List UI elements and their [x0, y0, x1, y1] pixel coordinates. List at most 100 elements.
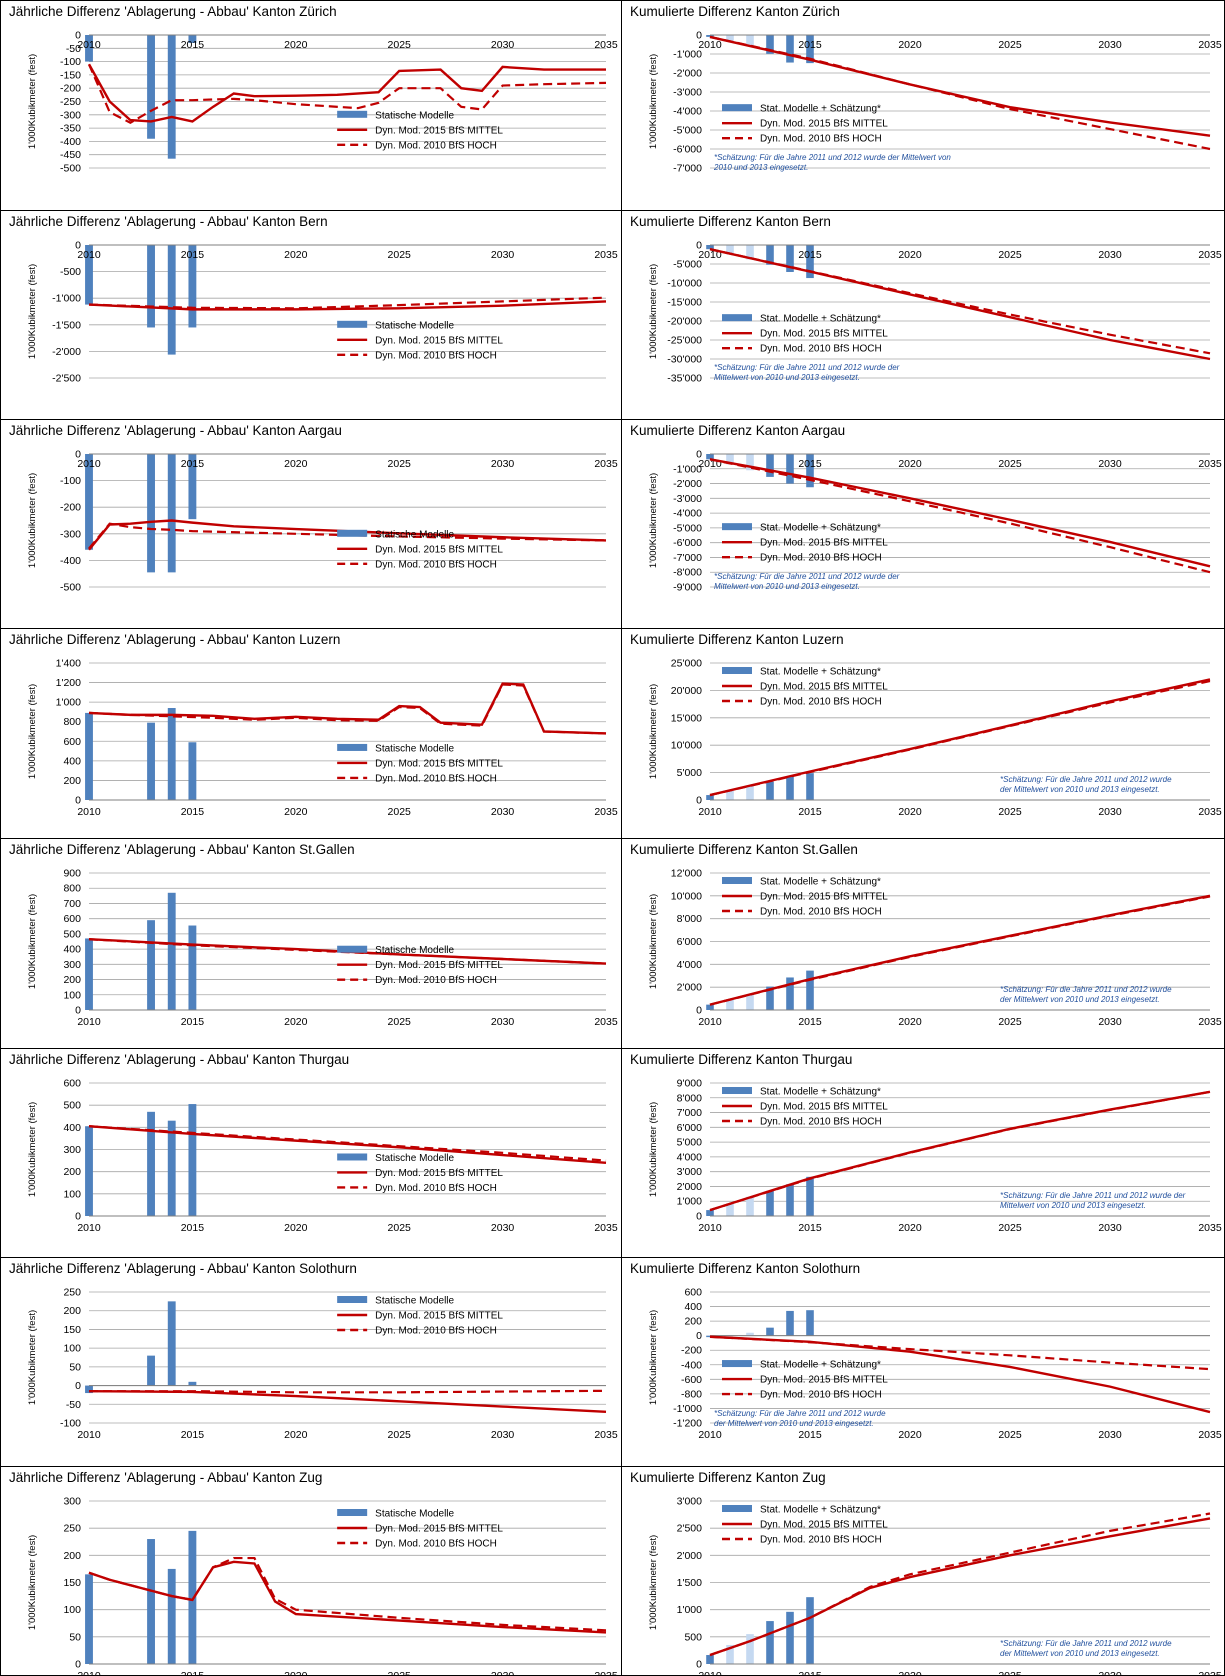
legend-swatch-bar — [337, 945, 368, 953]
estimated-bar — [726, 790, 734, 800]
y-tick-label: -2'000 — [673, 478, 702, 490]
y-tick-label: 20'000 — [671, 685, 702, 697]
legend-label: Dyn. Mod. 2015 BfS MITTEL — [375, 125, 503, 136]
estimated-bar — [726, 1203, 734, 1216]
y-axis-title: 1'000Kubikmeter (fest) — [27, 894, 38, 989]
chart-svg: 0 1'000 2'000 3'000 4'000 5'000 6'000 7'000 8'00… — [648, 1078, 1222, 1235]
y-tick-label: -1'500 — [52, 319, 81, 331]
x-tick-label: 2020 — [898, 1429, 922, 1441]
legend-label: Dyn. Mod. 2015 BfS MITTEL — [375, 758, 503, 769]
x-tick-label: 2010 — [77, 249, 101, 261]
chart-title: Jährliche Differenz 'Ablagerung - Abbau'… — [9, 632, 341, 647]
bar — [167, 1301, 176, 1386]
x-tick-label: 2010 — [77, 1016, 101, 1028]
y-tick-label: -100 — [60, 1418, 81, 1430]
chart-title: Kumulierte Differenz Kanton Thurgau — [630, 1052, 853, 1067]
x-tick-label: 2035 — [594, 1429, 618, 1441]
y-axis-title: 1'000Kubikmeter (fest) — [27, 1310, 38, 1405]
chart-title: Kumulierte Differenz Kanton Bern — [630, 214, 831, 229]
y-tick-label: 600 — [63, 913, 81, 925]
y-tick-label: 0 — [696, 1659, 702, 1671]
y-tick-label: 300 — [63, 1144, 81, 1156]
y-tick-label: 500 — [63, 928, 81, 940]
bar — [786, 1184, 794, 1216]
legend-label: Stat. Modelle + Schätzung* — [760, 1505, 881, 1516]
y-tick-label: 8'000 — [677, 1092, 703, 1104]
bar — [786, 1310, 794, 1336]
chart-svg: 0 -5'000 -10'000 -15'000 -20'000 -25'000 -30'0… — [648, 240, 1222, 385]
y-tick-label: 5'000 — [677, 767, 703, 779]
x-tick-label: 2030 — [1098, 806, 1122, 818]
legend-label: Dyn. Mod. 2010 BfS HOCH — [760, 907, 882, 918]
x-tick-label: 2025 — [998, 1429, 1022, 1441]
y-tick-label: 1'000 — [677, 1196, 703, 1208]
y-tick-label: 50 — [69, 1361, 81, 1373]
legend-label: Stat. Modelle + Schätzung* — [760, 1087, 881, 1098]
y-tick-label: 1'500 — [677, 1577, 703, 1589]
y-tick-label: 250 — [63, 1287, 81, 1299]
chart-svg: 0 500 1'000 1'500 2'000 2'500 3'000 1'000Kubikm… — [648, 1496, 1222, 1676]
bar — [188, 1381, 197, 1386]
y-tick-label: -50 — [66, 1399, 81, 1411]
bar — [167, 454, 176, 573]
chart-panel: Jährliche Differenz 'Ablagerung - Abbau'… — [0, 419, 622, 629]
x-tick-label: 2030 — [1098, 249, 1122, 261]
x-tick-label: 2030 — [1098, 1222, 1122, 1234]
x-tick-label: 2025 — [388, 249, 412, 261]
footnote: *Schätzung: Für die Jahre 2011 und 2012 … — [714, 1409, 886, 1418]
x-tick-label: 2015 — [181, 39, 205, 51]
y-tick-label: -500 — [60, 163, 81, 175]
y-tick-label: 0 — [75, 30, 81, 42]
y-axis-title: 1'000Kubikmeter (fest) — [648, 54, 659, 149]
x-tick-label: 2025 — [998, 1222, 1022, 1234]
x-tick-label: 2010 — [698, 1429, 722, 1441]
x-tick-label: 2025 — [388, 1222, 412, 1234]
bar — [806, 773, 814, 800]
legend-label: Stat. Modelle + Schätzung* — [760, 667, 881, 678]
x-tick-label: 2035 — [1198, 39, 1222, 51]
y-tick-label: -35'000 — [667, 373, 702, 385]
estimated-bar — [746, 994, 754, 1010]
x-tick-label: 2020 — [284, 39, 308, 51]
y-tick-label: 900 — [63, 868, 81, 880]
chart-svg: 250 200 150 100 50 0 -50 -100 1'000Kubikmeter (f… — [27, 1287, 618, 1442]
chart-svg: 0 100 200 300 400 500 600 700 800 900 1'000Kubikme… — [27, 868, 618, 1029]
series-line-dyn-2010 — [88, 522, 607, 550]
y-tick-label: -2'000 — [673, 68, 702, 80]
legend-swatch-bar — [337, 1296, 368, 1303]
y-tick-label: -15'000 — [667, 297, 702, 309]
legend-label: Dyn. Mod. 2010 BfS HOCH — [375, 1183, 497, 1194]
legend-label: Dyn. Mod. 2010 BfS HOCH — [375, 140, 497, 151]
y-tick-label: -250 — [60, 96, 81, 108]
y-tick-label: 2'500 — [677, 1523, 703, 1535]
x-tick-label: 2015 — [181, 1670, 205, 1676]
y-tick-label: 400 — [63, 944, 81, 956]
bar — [147, 454, 155, 573]
x-tick-label: 2025 — [998, 1670, 1022, 1676]
bar — [706, 35, 714, 37]
x-tick-label: 2025 — [388, 1429, 412, 1441]
y-tick-label: -100 — [60, 475, 81, 487]
chart-title: Jährliche Differenz 'Ablagerung - Abbau'… — [9, 842, 355, 857]
legend-label: Dyn. Mod. 2015 BfS MITTEL — [375, 1524, 503, 1535]
y-tick-label: 8'000 — [677, 913, 703, 925]
y-tick-label: -7'000 — [673, 552, 702, 564]
legend-swatch-bar — [337, 743, 368, 751]
y-tick-label: -200 — [60, 502, 81, 514]
legend-swatch-bar — [722, 667, 752, 674]
x-tick-label: 2025 — [388, 39, 412, 51]
chart-svg: 0 -1'000 -2'000 -3'000 -4'000 -5'000 -6'000 -7'… — [648, 449, 1222, 594]
bar — [806, 454, 814, 488]
bar — [167, 1568, 176, 1664]
x-tick-label: 2010 — [77, 1670, 101, 1676]
estimated-bar — [726, 245, 734, 255]
legend-label: Dyn. Mod. 2015 BfS MITTEL — [375, 1311, 503, 1322]
y-tick-label: -1'000 — [673, 1403, 702, 1415]
legend-label: Stat. Modelle + Schätzung* — [760, 523, 881, 534]
y-tick-label: -350 — [60, 123, 81, 135]
y-tick-label: 2'000 — [677, 1181, 703, 1193]
legend-label: Dyn. Mod. 2010 BfS HOCH — [375, 350, 497, 361]
bar — [85, 1126, 93, 1216]
bar — [85, 35, 93, 62]
y-tick-label: -6'000 — [673, 537, 702, 549]
